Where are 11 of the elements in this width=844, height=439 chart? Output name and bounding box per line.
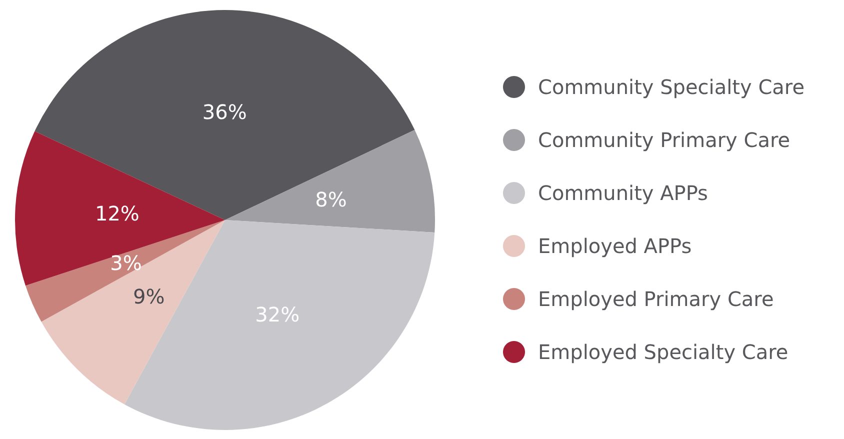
data-label: 8% xyxy=(315,187,347,212)
legend-label: Employed Specialty Care xyxy=(538,340,788,364)
legend-label: Community Specialty Care xyxy=(538,75,805,99)
data-label: 12% xyxy=(94,202,140,226)
legend-label: Community APPs xyxy=(538,181,708,205)
legend-label: Community Primary Care xyxy=(538,128,790,152)
legend-label: Employed Primary Care xyxy=(538,287,774,311)
data-label: 36% xyxy=(202,100,247,124)
data-label: 9% xyxy=(133,284,165,309)
data-label: 3% xyxy=(110,251,142,276)
legend-label: Employed APPs xyxy=(538,234,692,258)
